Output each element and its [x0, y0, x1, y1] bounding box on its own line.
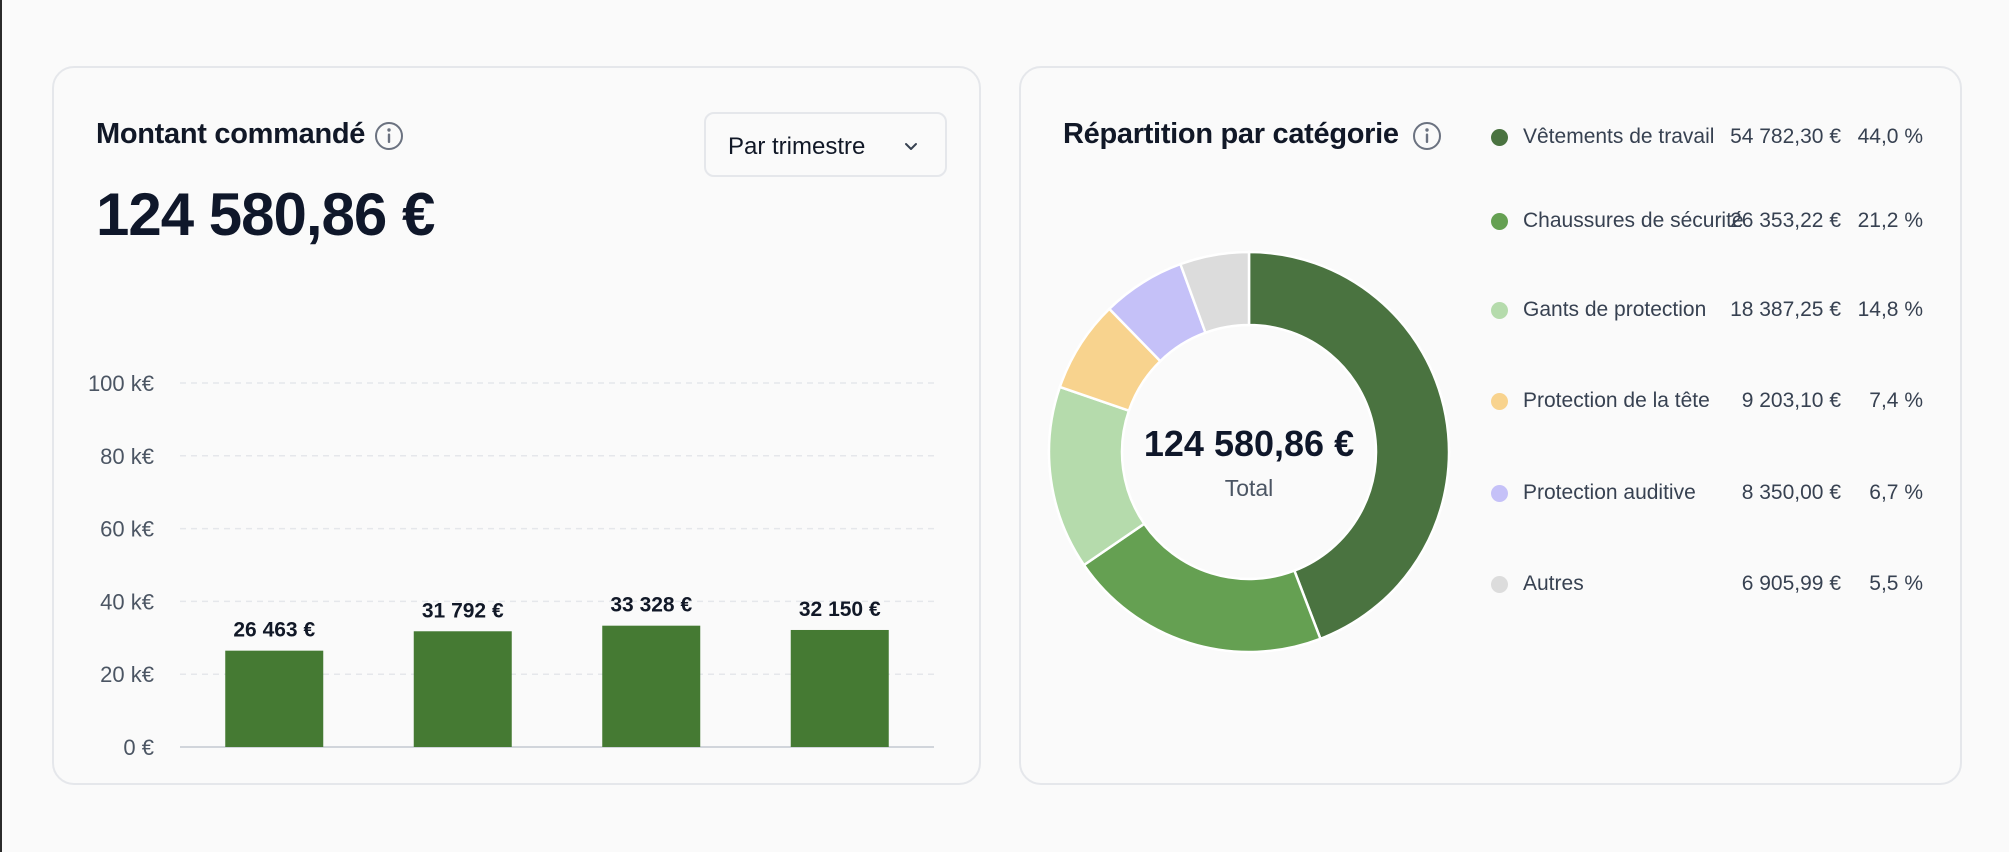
legend-color-dot [1491, 485, 1508, 502]
legend-color-dot [1491, 213, 1508, 230]
bar[interactable] [225, 650, 324, 747]
legend-category-percent: 44,0 % [1857, 125, 1923, 148]
legend-category-amount: 18 387,25 € [1730, 298, 1841, 321]
y-tick-label: 0 € [123, 735, 154, 760]
category-split-card: Répartition par catégorie 124 580,86 € To… [1019, 66, 1962, 785]
legend-item[interactable]: Vêtements de travail 54 782,30 € 44,0 % [1491, 119, 1951, 159]
y-tick-label: 100 k€ [88, 371, 154, 396]
total-amount: 124 580,86 € [96, 181, 435, 248]
bar[interactable] [790, 629, 889, 747]
split-card-title: Répartition par catégorie [1063, 118, 1399, 150]
legend-item[interactable]: Autres 6 905,99 € 5,5 % [1491, 566, 1951, 606]
legend-category-amount: 26 353,22 € [1730, 209, 1841, 232]
y-tick-label: 40 k€ [100, 589, 154, 614]
legend-category-percent: 21,2 % [1857, 209, 1923, 232]
amount-card-title: Montant commandé [96, 118, 366, 150]
period-dropdown-value: Par trimestre [728, 133, 866, 160]
donut-chart: 124 580,86 € Total [1047, 250, 1451, 654]
legend-category-percent: 14,8 % [1857, 298, 1923, 321]
legend-category-name: Protection de la tête [1523, 389, 1710, 412]
legend-category-amount: 8 350,00 € [1741, 481, 1841, 504]
donut-slice[interactable] [1247, 250, 1451, 641]
legend-category-amount: 54 782,30 € [1730, 125, 1841, 148]
donut-center-label: Total [1225, 475, 1274, 501]
legend-category-percent: 7,4 % [1869, 389, 1923, 412]
period-dropdown[interactable]: Par trimestre [704, 112, 947, 177]
donut-center-value: 124 580,86 € [1144, 423, 1354, 464]
bar-value-label: 32 150 € [799, 598, 881, 621]
bar-value-label: 26 463 € [233, 619, 315, 642]
legend-category-name: Autres [1523, 572, 1584, 595]
legend-item[interactable]: Protection auditive 8 350,00 € 6,7 % [1491, 475, 1951, 515]
donut-slice[interactable] [1178, 250, 1251, 335]
legend-category-amount: 6 905,99 € [1741, 572, 1841, 595]
legend-category-name: Protection auditive [1523, 481, 1696, 504]
legend-item[interactable]: Gants de protection 18 387,25 € 14,8 % [1491, 292, 1951, 332]
legend-category-name: Vêtements de travail [1523, 125, 1715, 148]
donut-slice[interactable] [1082, 522, 1323, 654]
window-left-edge [0, 0, 2, 852]
legend-item[interactable]: Chaussures de sécurité 26 353,22 € 21,2 % [1491, 203, 1951, 243]
legend-category-amount: 9 203,10 € [1741, 389, 1841, 412]
y-tick-label: 20 k€ [100, 662, 154, 687]
legend-category-name: Chaussures de sécurité [1523, 209, 1744, 232]
bar[interactable] [413, 631, 512, 747]
info-icon[interactable] [1412, 121, 1442, 151]
legend-color-dot [1491, 576, 1508, 593]
info-icon[interactable] [374, 121, 404, 151]
bar-value-label: 33 328 € [610, 594, 692, 617]
amount-card: Montant commandé 124 580,86 € Par trimes… [52, 66, 981, 785]
legend-category-name: Gants de protection [1523, 298, 1707, 321]
legend-color-dot [1491, 393, 1508, 410]
y-tick-label: 60 k€ [100, 517, 154, 542]
chevron-down-icon [905, 143, 917, 150]
bar[interactable] [602, 625, 701, 747]
legend-color-dot [1491, 129, 1508, 146]
y-tick-label: 80 k€ [100, 444, 154, 469]
legend-category-percent: 6,7 % [1869, 481, 1923, 504]
legend-item[interactable]: Protection de la tête 9 203,10 € 7,4 % [1491, 383, 1951, 423]
bar-value-label: 31 792 € [422, 599, 504, 622]
bar-chart: 0 €20 k€40 k€60 k€80 k€100 k€26 463 €T1 … [88, 371, 934, 760]
legend-category-percent: 5,5 % [1869, 572, 1923, 595]
legend-color-dot [1491, 302, 1508, 319]
